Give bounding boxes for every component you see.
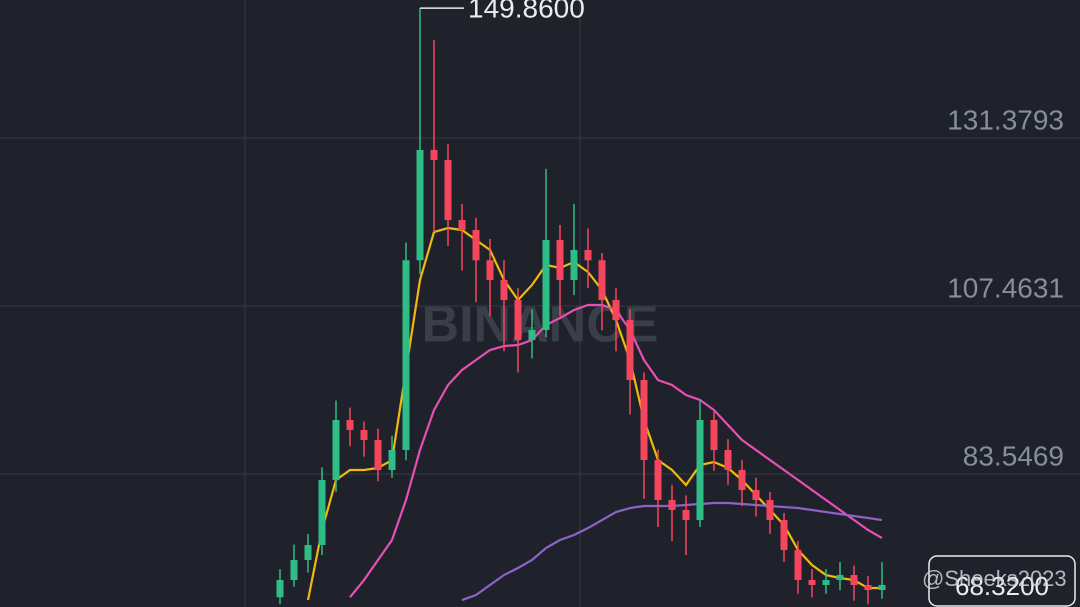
candle-body <box>766 500 774 521</box>
candle-body <box>654 460 662 501</box>
candle-body <box>668 500 676 510</box>
candle-body <box>836 575 844 581</box>
candle-body <box>304 545 312 561</box>
user-watermark: @Sheeks2023 <box>922 566 1067 591</box>
candle-body <box>276 580 284 598</box>
candle-body <box>318 479 326 546</box>
candle-body <box>626 320 634 381</box>
candle-body <box>696 420 704 521</box>
candle-body <box>430 149 438 161</box>
watermark: BINANCE <box>422 296 659 354</box>
candle-body <box>738 470 746 490</box>
candle-body <box>500 280 508 301</box>
candle-body <box>780 520 788 551</box>
candle-body <box>528 330 536 340</box>
candle-body <box>444 160 452 221</box>
candle-body <box>388 449 396 471</box>
candle-body <box>360 429 368 441</box>
candle-body <box>458 220 466 230</box>
candle-body <box>472 229 480 261</box>
y-tick-label: 107.4631 <box>947 272 1064 303</box>
candle-body <box>724 449 732 471</box>
candle-body <box>416 149 424 261</box>
max-price-label: 149.8600 <box>468 0 585 24</box>
candle-body <box>290 560 298 581</box>
y-tick-label: 131.3793 <box>947 104 1064 135</box>
candle-body <box>332 420 340 480</box>
candle-body <box>486 260 494 281</box>
candle-body <box>752 489 760 501</box>
candle-body <box>864 585 872 591</box>
candle-body <box>794 550 802 581</box>
candle-body <box>808 580 816 586</box>
candle-body <box>598 260 606 301</box>
candle-body <box>542 240 550 331</box>
last-price-label: 68.3200 <box>955 571 1049 601</box>
candle-body <box>374 440 382 471</box>
candle-body <box>682 509 690 521</box>
y-tick-label: 83.5469 <box>963 440 1064 471</box>
candle-body <box>402 260 410 450</box>
candle-body <box>346 420 354 430</box>
candle-body <box>584 250 592 261</box>
candle-body <box>878 585 886 591</box>
last-price-box <box>928 555 1076 607</box>
candle-body <box>612 300 620 321</box>
candle-body <box>850 575 858 586</box>
candle-body <box>570 250 578 281</box>
candle-body <box>556 240 564 281</box>
candle-body <box>710 420 718 450</box>
candle-body <box>514 300 522 340</box>
moving-average-line <box>306 226 882 601</box>
candle-body <box>822 580 830 586</box>
candle-body <box>640 380 648 461</box>
